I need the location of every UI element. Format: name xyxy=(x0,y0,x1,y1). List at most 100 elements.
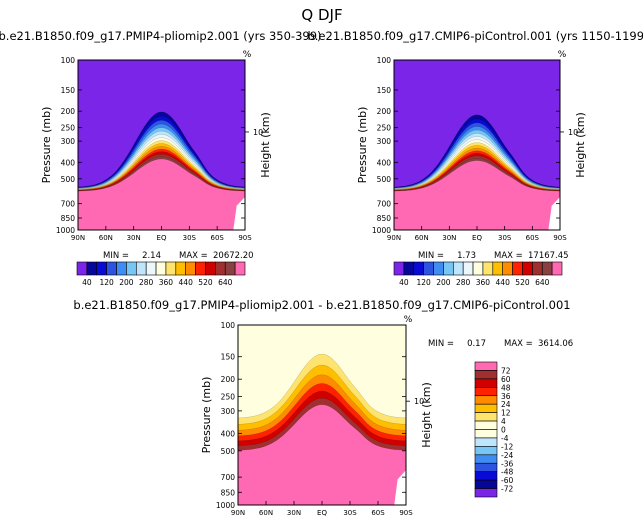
colorbar-label: -72 xyxy=(501,485,513,494)
colorbar-label: 280 xyxy=(139,278,154,287)
topography xyxy=(233,197,245,230)
y-tick-label: 100 xyxy=(377,56,392,65)
field-fill xyxy=(238,325,406,505)
x-tick-label: 30S xyxy=(183,234,197,242)
colorbar-swatch xyxy=(472,261,484,276)
colorbar-swatch xyxy=(215,261,226,276)
x-tick-label: 30S xyxy=(343,509,357,517)
x-tick-label: 30S xyxy=(498,234,512,242)
colorbar-label: 24 xyxy=(501,400,511,409)
colorbar-label: 120 xyxy=(416,278,431,287)
x-tick-label: 90S xyxy=(553,234,567,242)
colorbar-label: 640 xyxy=(535,278,550,287)
y-tick-label: 700 xyxy=(377,200,392,209)
colorbar-swatch xyxy=(474,395,498,405)
figure-title: Q DJF xyxy=(301,6,342,24)
stat-max-label: MAX = xyxy=(504,339,533,349)
x-tick-label: 90N xyxy=(387,234,401,242)
y-tick-label: 850 xyxy=(377,214,392,223)
y-tick-label: 100 xyxy=(221,321,236,330)
colorbar-swatch xyxy=(452,261,464,276)
colorbar-swatch xyxy=(541,261,553,276)
colorbar-swatch xyxy=(474,462,498,472)
y-axis-label: Pressure (mb) xyxy=(356,107,369,184)
stat-max-value: 20672.20 xyxy=(213,251,254,261)
colorbar-swatch xyxy=(482,261,494,276)
colorbar-swatch xyxy=(423,261,434,276)
colorbar-label: 360 xyxy=(476,278,491,287)
colorbar-swatch xyxy=(474,403,498,413)
y-tick-label: 150 xyxy=(377,86,392,95)
colorbar-swatch xyxy=(155,261,167,276)
field-fill xyxy=(78,60,245,230)
colorbar-label: -24 xyxy=(501,451,513,460)
colorbar-swatch xyxy=(474,420,498,430)
colorbar-label: 360 xyxy=(159,278,174,287)
y-tick-label: 250 xyxy=(377,124,392,133)
colorbar-swatch xyxy=(86,261,98,276)
colorbar-swatch xyxy=(403,261,415,276)
stat-max-value: 3614.06 xyxy=(538,339,573,349)
x-tick-label: 30N xyxy=(287,509,301,517)
y-tick-label: 850 xyxy=(61,214,76,223)
y-tick-label: 850 xyxy=(221,488,236,497)
field-band xyxy=(394,160,560,230)
y-tick-label: 300 xyxy=(377,137,392,146)
panel-2: b.e21.B1850.f09_g17.CMIP6-piControl.001 … xyxy=(307,29,643,287)
x-tick-label: 30N xyxy=(442,234,456,242)
colorbar-swatch xyxy=(474,429,498,439)
y-axis-label: Pressure (mb) xyxy=(200,377,213,454)
colorbar-label: -48 xyxy=(501,468,513,477)
colorbar-label: 72 xyxy=(501,366,511,375)
x-tick-label: 60S xyxy=(526,234,540,242)
x-tick-label: 60N xyxy=(259,509,273,517)
colorbar-swatch xyxy=(462,261,474,276)
right-axis-unit: % xyxy=(243,50,252,60)
colorbar-label: 440 xyxy=(496,278,511,287)
colorbar-label: 120 xyxy=(99,278,114,287)
colorbar-swatch xyxy=(135,261,147,276)
y-tick-label: 250 xyxy=(61,124,76,133)
colorbar-label: -4 xyxy=(501,434,509,443)
stat-min-value: 0.17 xyxy=(467,339,486,349)
colorbar-swatch xyxy=(145,261,157,276)
right-axis-tick-label: 10 xyxy=(253,128,263,137)
colorbar-swatch xyxy=(474,479,498,489)
colorbar-swatch xyxy=(393,261,405,276)
x-tick-label: 90S xyxy=(399,509,413,517)
colorbar-swatch xyxy=(413,261,424,276)
colorbar-label: 520 xyxy=(198,278,213,287)
y-tick-label: 400 xyxy=(377,158,392,167)
colorbar-label: 40 xyxy=(82,278,92,287)
right-axis-tick-label: 10 xyxy=(414,397,424,406)
y-tick-label: 150 xyxy=(221,353,236,362)
x-tick-label: 60S xyxy=(371,509,385,517)
colorbar-swatch xyxy=(522,261,533,276)
colorbar-swatch xyxy=(443,261,454,276)
colorbar-label: 200 xyxy=(119,278,134,287)
y-tick-label: 150 xyxy=(61,86,76,95)
colorbar-label: 280 xyxy=(456,278,471,287)
colorbar-label: 40 xyxy=(399,278,409,287)
colorbar-label: -12 xyxy=(501,442,513,451)
y-tick-label: 700 xyxy=(61,200,76,209)
colorbar-swatch xyxy=(474,361,498,371)
y-tick-label: 1000 xyxy=(56,226,75,235)
x-tick-label: 30N xyxy=(127,234,141,242)
right-axis-tick-label: 10 xyxy=(568,128,578,137)
x-tick-label: 60N xyxy=(99,234,113,242)
y-tick-label: 700 xyxy=(221,473,236,482)
colorbar-label: 0 xyxy=(501,426,506,435)
colorbar-swatch xyxy=(474,370,498,380)
colorbar-swatch xyxy=(492,261,504,276)
field-band xyxy=(238,404,406,505)
y-tick-label: 1000 xyxy=(216,501,235,510)
x-tick-label: EQ xyxy=(317,509,327,517)
colorbar-swatch xyxy=(502,261,513,276)
y-tick-label: 300 xyxy=(221,407,236,416)
stat-min-label: MIN = xyxy=(428,339,454,349)
y-tick-label: 100 xyxy=(61,56,76,65)
y-tick-label: 400 xyxy=(221,429,236,438)
colorbar-swatch xyxy=(474,454,498,464)
colorbar-label: 200 xyxy=(436,278,451,287)
